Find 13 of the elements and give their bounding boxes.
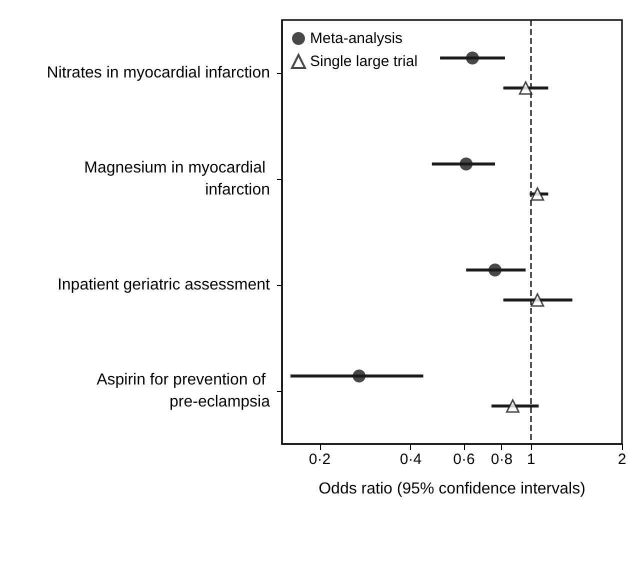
x-tick-label: 0·4 (400, 451, 422, 468)
y-tick-label: Aspirin for prevention of pre-eclampsia (96, 372, 270, 410)
x-tick-label: 0·6 (453, 451, 475, 468)
legend-label: Meta-analysis (310, 30, 403, 47)
y-tick-label: Inpatient geriatric assessment (57, 276, 271, 294)
x-tick-label: 2 (618, 451, 626, 468)
y-tick-label: Magnesium in myocardial infarction (84, 160, 270, 198)
legend-label: Single large trial (310, 53, 418, 70)
y-tick-label: Nitrates in myocardial infarction (46, 64, 270, 82)
x-axis-title: Odds ratio (95% confidence intervals) (318, 480, 586, 498)
x-tick-label: 0·2 (308, 451, 331, 468)
x-tick-label: 1 (526, 451, 536, 468)
x-tick-label: 0·8 (490, 451, 513, 468)
